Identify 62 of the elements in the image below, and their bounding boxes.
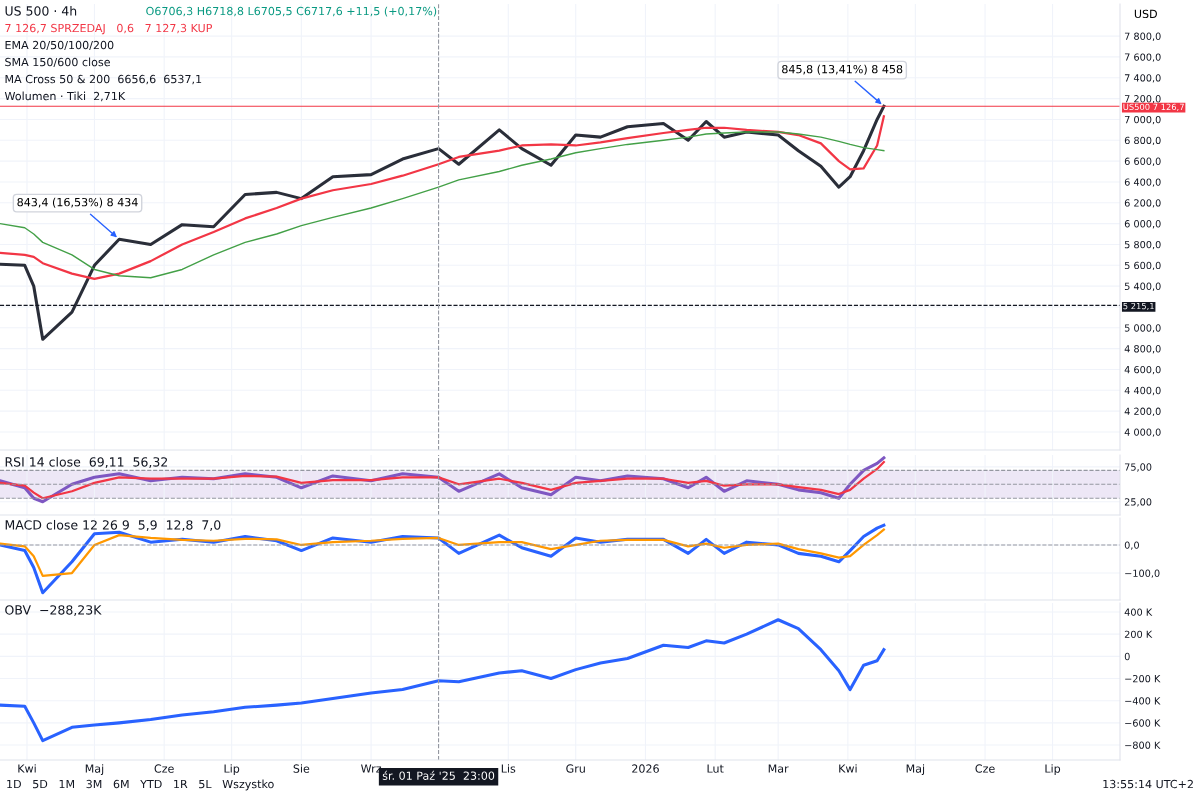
x-tick-label: Gru — [566, 764, 585, 773]
annotation: SMA 150/600 close — [5, 57, 110, 68]
x-tick-label: Lip — [224, 764, 240, 775]
y-tick-label: 5 000,0 — [1124, 324, 1161, 333]
y-tick-label: 0 — [1124, 652, 1130, 661]
y-tick-label: 5 600,0 — [1124, 261, 1161, 271]
y-tick-label: 25,00 — [1124, 498, 1152, 507]
y-tick-label: 7 400,0 — [1124, 74, 1161, 83]
annotation: O6706,3 H6718,8 L6705,5 C6717,6 +11,5 (+0,17%) — [146, 6, 437, 17]
y-tick-label: 4 000,0 — [1124, 428, 1161, 437]
y-tick-label: −600 K — [1125, 719, 1161, 727]
text: 13:55:14 UTC+2 — [1103, 779, 1193, 789]
y-tick-label: 7 200,0 — [1124, 95, 1161, 104]
y-tick-label: 6 000,0 — [1124, 220, 1161, 229]
x-tick-label: Cze — [975, 764, 995, 773]
y-tick-label: 5 400,0 — [1124, 282, 1161, 291]
y-tick-label: 200 K — [1124, 630, 1153, 638]
y-tick-label: 7 000,0 — [1124, 115, 1161, 125]
chart-title: RSI 14 close 69,11 56,32 — [5, 456, 168, 468]
y-tick-label: 4 400,0 — [1124, 386, 1161, 396]
y-tick-label: 6 200,0 — [1124, 199, 1161, 208]
y-tick-label: 6 800,0 — [1124, 136, 1161, 146]
annotation: Wolumen · Tiki 2,71K — [4, 91, 126, 102]
y-tick-label: 75,00 — [1124, 463, 1152, 472]
y-tick-label: 7 600,0 — [1124, 53, 1161, 62]
annotation: MA Cross 50 & 200 6656,6 6537,1 — [5, 74, 202, 85]
y-tick-label: 5 800,0 — [1124, 240, 1161, 250]
x-tick-label: Mar — [768, 764, 789, 773]
y-tick-label: −200 K — [1125, 674, 1161, 683]
chart-title: OBV −288,23K — [5, 605, 102, 616]
annotation: EMA 20/50/100/200 — [5, 40, 114, 51]
x-tick-label: Lut — [707, 764, 724, 773]
chart-title: MACD close 12 26 9 5,9 12,8 7,0 — [5, 519, 221, 531]
y-tick-label: 4 600,0 — [1124, 365, 1161, 375]
y-tick-label: −400 K — [1125, 697, 1161, 705]
ref-line-label: US500 7 126,7 — [1123, 103, 1184, 111]
x-tick-label: 2026 — [632, 764, 659, 773]
x-tick-label: Kwi — [839, 764, 857, 773]
y-tick-label: −100,0 — [1125, 569, 1160, 578]
x-tick-label: Sie — [293, 764, 310, 773]
x-tick-label: Lip — [1045, 764, 1061, 775]
y-tick-label: 6 400,0 — [1124, 178, 1161, 187]
y2-axis-title: USD — [1134, 9, 1157, 19]
y-tick-label: 4 200,0 — [1124, 407, 1161, 416]
ref-line-label: 5 215,1 — [1123, 302, 1154, 311]
y-tick-label: −800 K — [1125, 741, 1161, 749]
y-tick-label: 400 K — [1124, 608, 1153, 616]
y-tick-label: 0,0 — [1124, 541, 1139, 550]
ref-line-label: śr. 01 Paź '25 23:00 — [382, 770, 495, 780]
x-tick-label: Maj — [906, 764, 925, 775]
chart-title: US 500 · 4h — [5, 5, 77, 16]
text: 1D 5D 1M 3M 6M YTD 1R 5L Wszystko — [7, 779, 274, 791]
y-tick-label: 7 800,0 — [1124, 32, 1161, 41]
y-tick-label: 4 800,0 — [1124, 345, 1161, 354]
annotation: 845,8 (13,41%) 8 458 — [782, 64, 903, 75]
x-tick-label: Kwi — [18, 764, 36, 773]
annotation: 843,4 (16,53%) 8 434 — [17, 197, 138, 208]
x-tick-label: Lis — [501, 764, 516, 773]
x-tick-label: Maj — [85, 764, 104, 775]
x-tick-label: Cze — [154, 764, 174, 773]
annotation: 7 126,7 SPRZEDAJ 0,6 7 127,3 KUP — [5, 23, 213, 35]
y-tick-label: 6 600,0 — [1124, 157, 1161, 166]
